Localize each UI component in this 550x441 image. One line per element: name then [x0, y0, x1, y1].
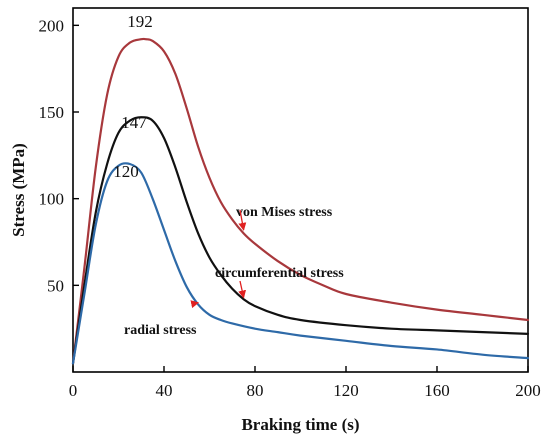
series-layer — [71, 37, 530, 365]
y-axis-title: Stress (MPa) — [9, 143, 28, 237]
series-annotation-label: circumferential stress — [215, 266, 344, 281]
y-tick-label: 50 — [47, 276, 64, 295]
y-tick-label: 200 — [39, 16, 65, 35]
series-line-von — [71, 37, 530, 365]
series-annotation-label: radial stress — [124, 323, 197, 338]
series-line-circumferential — [71, 116, 530, 365]
x-tick-label: 120 — [333, 381, 359, 400]
series-annotation-label: von Mises stress — [236, 205, 333, 220]
peak-value-label: 120 — [113, 162, 139, 181]
plot-frame — [72, 7, 529, 373]
peak-value-label: 192 — [127, 12, 153, 31]
x-tick-label: 80 — [247, 381, 264, 400]
peak-value-label: 147 — [121, 113, 147, 132]
annotation-arrow — [238, 280, 247, 299]
x-tick-label: 40 — [156, 381, 173, 400]
x-tick-label: 0 — [69, 381, 78, 400]
annotation-arrow — [238, 209, 247, 231]
annotation-layer: 192 147 120 von Mises stress circumferential… — [113, 12, 344, 338]
x-tick-label: 200 — [515, 381, 541, 400]
x-tick-label: 160 — [424, 381, 450, 400]
tick-layer: 0 40 80 120 160 200 50 100 150 200 — [39, 16, 541, 400]
y-tick-label: 150 — [39, 103, 65, 122]
annotation-arrow — [190, 300, 200, 309]
x-axis-title: Braking time (s) — [241, 415, 359, 434]
y-tick-label: 100 — [39, 190, 65, 209]
